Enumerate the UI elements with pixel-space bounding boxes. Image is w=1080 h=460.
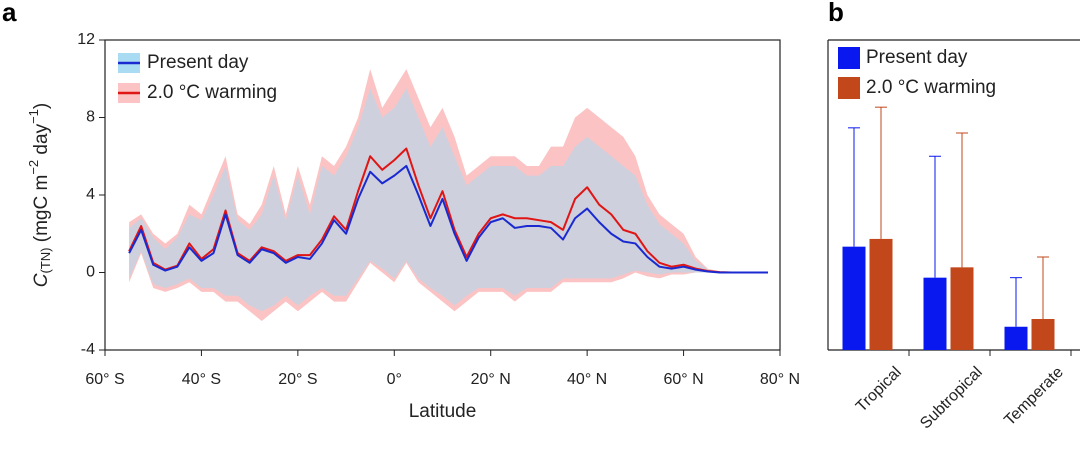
legend-swatch [838, 47, 860, 69]
y-tick-label: 8 [86, 109, 95, 126]
x-tick-label: 60° N [663, 371, 703, 388]
legend-label: Present day [866, 47, 968, 68]
bar [1004, 326, 1028, 350]
y-tick-label: 4 [86, 186, 95, 203]
x-tick-label: 40° S [182, 371, 221, 388]
x-axis-label: Latitude [409, 401, 477, 422]
data-line [128, 164, 768, 274]
x-tick-label: Subtropical [917, 364, 986, 433]
y-axis-label-part: ) [31, 103, 52, 109]
legend-label: 2.0 °C warming [147, 82, 277, 103]
x-tick-label: 60° S [85, 371, 124, 388]
x-tick-label: 80° N [760, 371, 800, 388]
bar [842, 246, 866, 350]
y-axis-label-part: (mgC m [31, 175, 52, 248]
x-tick-label: Tropical [853, 364, 905, 416]
legend-label: 2.0 °C warming [866, 77, 996, 98]
y-axis-label-part: −1 [26, 109, 41, 124]
x-tick-label: 20° N [471, 371, 511, 388]
legend-swatch [838, 77, 860, 99]
y-axis-label-part: day [31, 123, 52, 159]
x-tick-label: 40° N [567, 371, 607, 388]
y-axis-label-part: C [31, 273, 52, 287]
panel-label: a [2, 0, 17, 27]
y-axis-label-part: (TN) [38, 248, 53, 274]
y-axis-label: C(TN) (mgC m−2 day−1) [26, 103, 53, 287]
x-tick-label: 20° S [278, 371, 317, 388]
legend-label: Present day [147, 52, 249, 73]
y-tick-label: -4 [81, 341, 95, 358]
range-band [129, 88, 768, 312]
y-tick-label: 12 [77, 31, 95, 48]
y-axis-label-part: −2 [26, 160, 41, 175]
bar [1031, 319, 1055, 350]
bar [869, 238, 893, 350]
bar [950, 267, 974, 350]
x-tick-label: 0° [387, 371, 402, 388]
y-tick-label: 0 [86, 264, 95, 281]
bar [923, 277, 947, 350]
x-tick-label: Temperate [1001, 364, 1067, 430]
panel-label: b [828, 0, 844, 27]
